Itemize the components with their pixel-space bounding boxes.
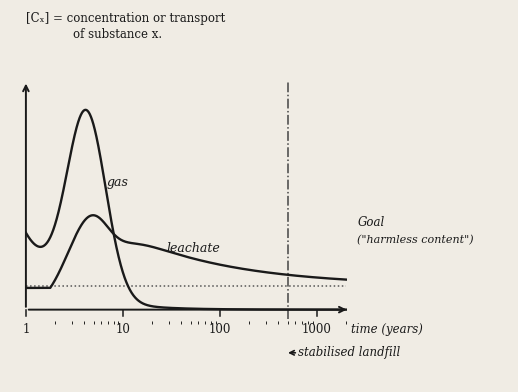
Text: 1000: 1000 xyxy=(302,323,332,336)
Text: 100: 100 xyxy=(209,323,231,336)
Text: of substance x.: of substance x. xyxy=(73,28,162,41)
Text: stabilised landfill: stabilised landfill xyxy=(298,346,400,359)
Text: leachate: leachate xyxy=(166,242,220,255)
Text: gas: gas xyxy=(107,176,128,189)
Text: 10: 10 xyxy=(116,323,131,336)
Text: time (years): time (years) xyxy=(351,323,423,336)
Text: 1: 1 xyxy=(22,323,30,336)
Text: Goal: Goal xyxy=(357,216,385,229)
Text: ("harmless content"): ("harmless content") xyxy=(357,235,474,245)
Text: [Cₓ] = concentration or transport: [Cₓ] = concentration or transport xyxy=(26,13,225,25)
